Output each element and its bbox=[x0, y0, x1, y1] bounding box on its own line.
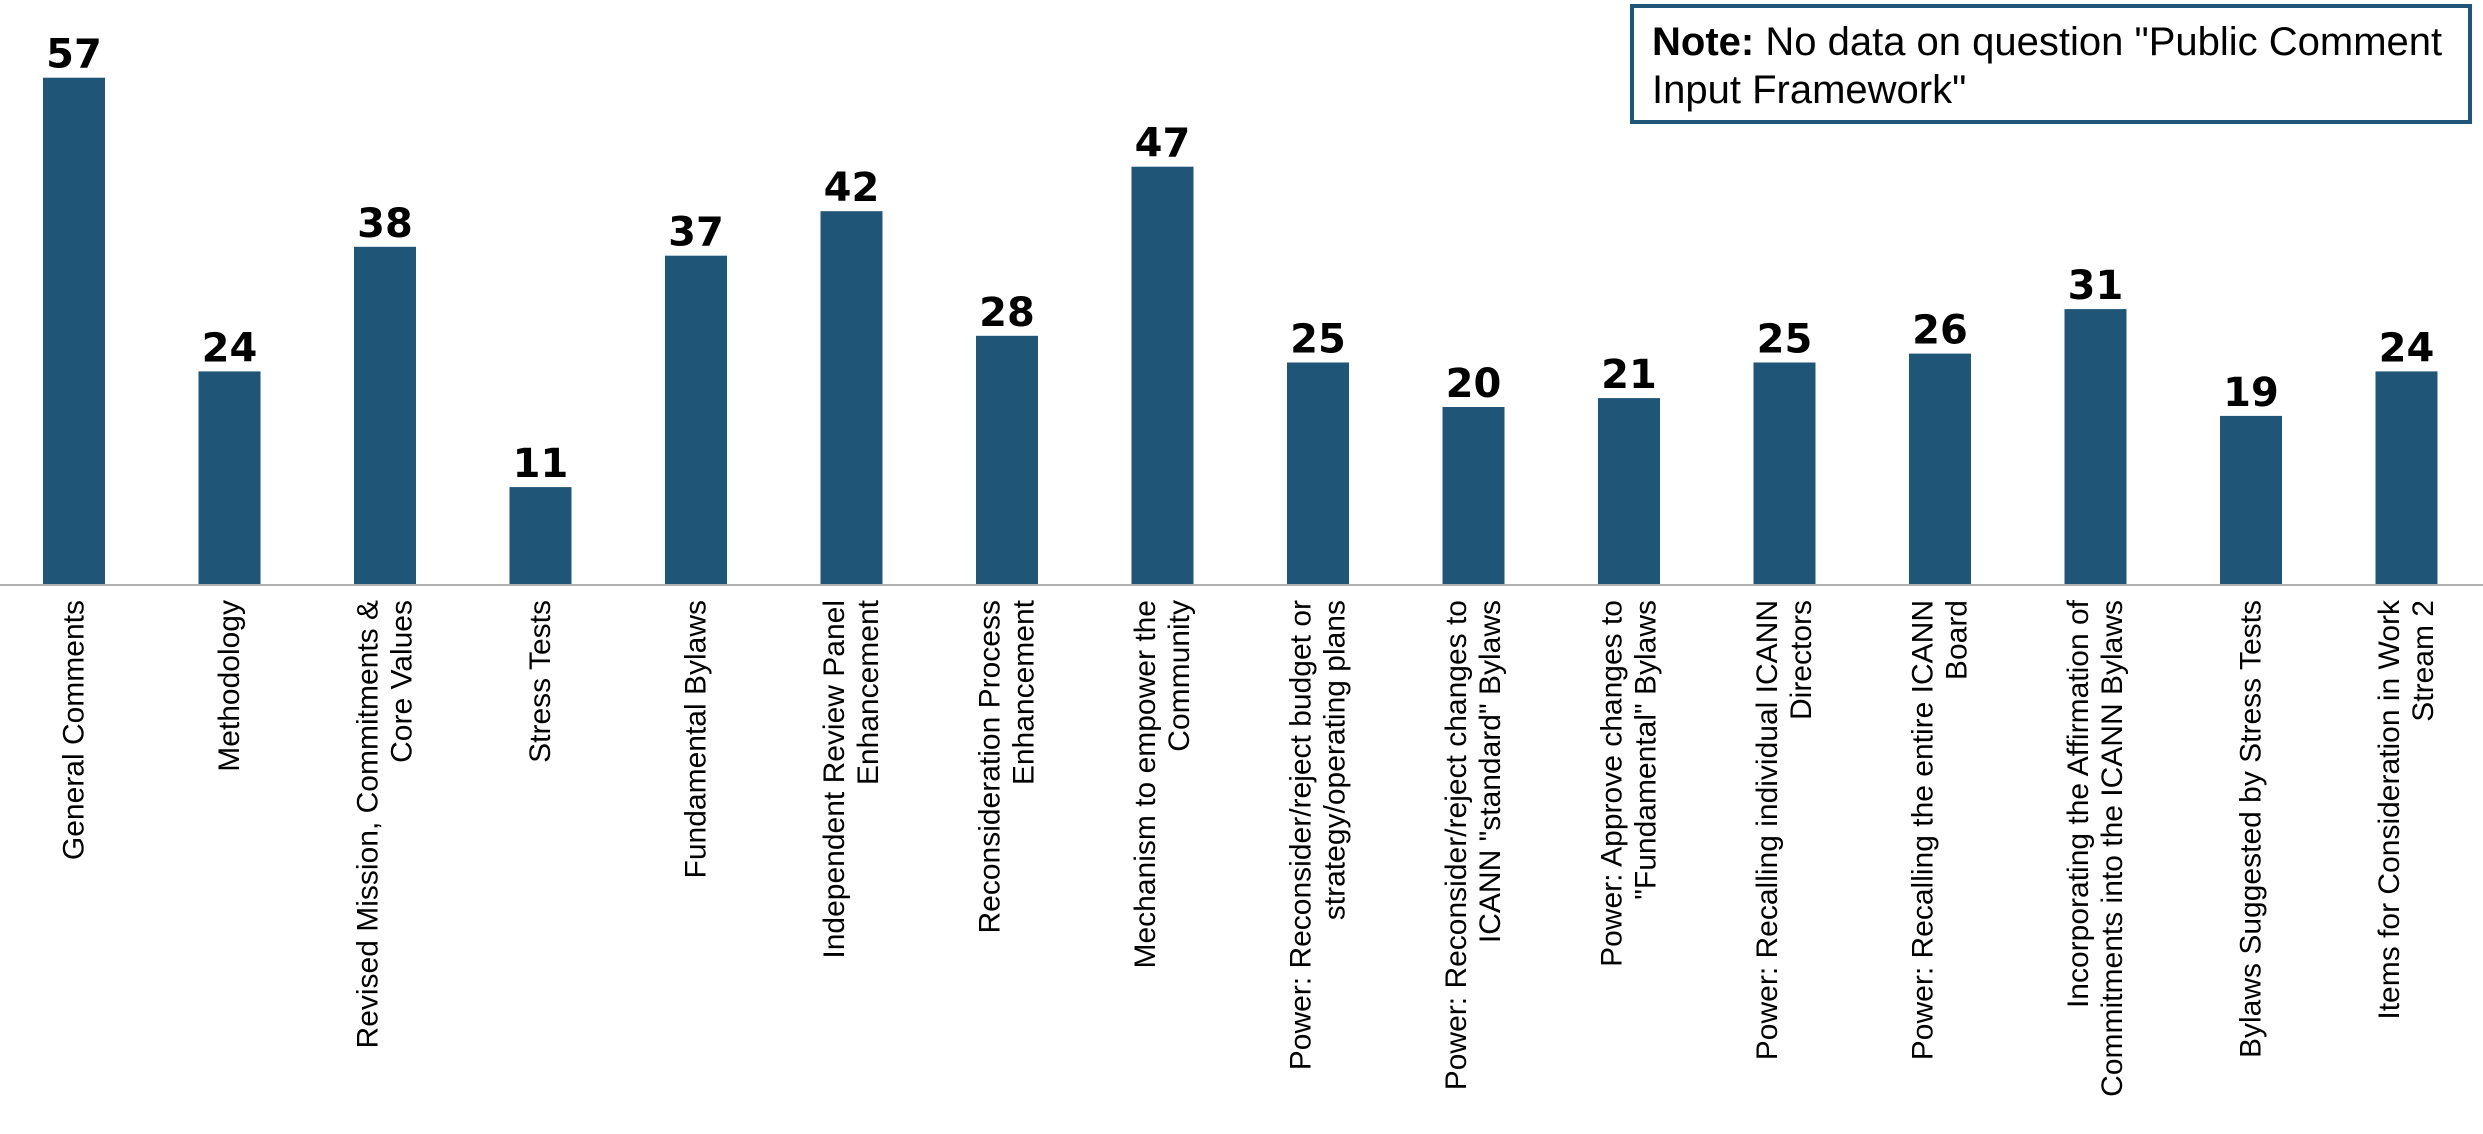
category-labels-group: General Comments Methodology Revised Missi… bbox=[58, 599, 2441, 1097]
category-label-13-line-2: Board bbox=[1941, 600, 1974, 680]
category-label-4: Stress Tests bbox=[524, 600, 557, 763]
value-label-13: 26 bbox=[1912, 308, 1968, 354]
category-label-7: Reconsideration Process Enhancement bbox=[974, 599, 1041, 933]
value-label-6: 42 bbox=[824, 165, 880, 211]
note-text: No data on question "Public Comment Inpu… bbox=[1652, 20, 2443, 112]
category-label-6-line-2: Enhancement bbox=[852, 599, 885, 785]
value-label-1: 57 bbox=[46, 32, 102, 78]
bar-9 bbox=[1287, 362, 1349, 585]
category-label-4-line-1: Stress Tests bbox=[524, 600, 557, 763]
category-label-3-line-2: Core Values bbox=[386, 600, 419, 763]
category-label-11-line-1: Power: Approve changes to bbox=[1596, 600, 1629, 967]
bars-group bbox=[43, 77, 2438, 586]
value-label-9: 25 bbox=[1290, 317, 1346, 363]
category-label-9-line-2: strategy/operating plans bbox=[1319, 600, 1352, 920]
category-label-11-line-2: "Fundamental" Bylaws bbox=[1630, 600, 1663, 900]
category-label-9-line-1: Power: Reconsider/reject budget or bbox=[1285, 600, 1318, 1070]
value-label-14: 31 bbox=[2068, 263, 2124, 309]
bar-7 bbox=[976, 335, 1038, 585]
category-label-13-line-1: Power: Recalling the entire ICANN bbox=[1907, 600, 1940, 1060]
category-label-1-line-1: General Comments bbox=[58, 600, 91, 860]
category-label-14: Incorporating the Affirmation of Commitme… bbox=[2062, 599, 2129, 1096]
category-label-3-line-1: Revised Mission, Commitments & bbox=[352, 600, 385, 1048]
category-label-8: Mechanism to empower the Community bbox=[1129, 600, 1196, 969]
category-label-16-line-2: Stream 2 bbox=[2407, 600, 2440, 722]
value-label-5: 37 bbox=[668, 210, 724, 256]
bar-3 bbox=[354, 246, 416, 586]
category-label-9: Power: Reconsider/reject budget or strate… bbox=[1285, 600, 1352, 1070]
category-label-12-line-1: Power: Recalling individual ICANN bbox=[1751, 600, 1784, 1060]
category-label-10-line-2: ICANN "standard" Bylaws bbox=[1474, 600, 1507, 943]
bar-15 bbox=[2220, 415, 2282, 585]
category-label-15: Bylaws Suggested by Stress Tests bbox=[2235, 600, 2268, 1058]
value-label-16: 24 bbox=[2379, 325, 2435, 371]
category-label-5-line-1: Fundamental Bylaws bbox=[680, 600, 713, 878]
value-label-4: 11 bbox=[513, 441, 569, 487]
bar-10 bbox=[1442, 407, 1505, 585]
category-label-12-line-2: Directors bbox=[1785, 600, 1818, 720]
value-label-12: 25 bbox=[1757, 317, 1813, 363]
note-box: Note: No data on question "Public Commen… bbox=[1630, 4, 2472, 124]
category-label-1: General Comments bbox=[58, 600, 91, 860]
category-label-2-line-1: Methodology bbox=[213, 600, 246, 772]
value-label-8: 47 bbox=[1135, 121, 1191, 167]
category-label-12: Power: Recalling individual ICANN Directo… bbox=[1751, 600, 1818, 1060]
bar-8 bbox=[1131, 166, 1194, 585]
bar-2 bbox=[198, 371, 261, 585]
value-label-15: 19 bbox=[2223, 370, 2279, 416]
category-label-10: Power: Reconsider/reject changes to ICANN… bbox=[1440, 600, 1507, 1090]
bar-5 bbox=[665, 255, 727, 585]
bar-16 bbox=[2375, 371, 2438, 585]
value-label-7: 28 bbox=[979, 290, 1035, 336]
category-label-2: Methodology bbox=[213, 600, 246, 772]
category-label-11: Power: Approve changes to "Fundamental" B… bbox=[1596, 600, 1663, 967]
value-label-3: 38 bbox=[357, 201, 413, 247]
bar-1 bbox=[43, 77, 105, 585]
category-label-14-line-1: Incorporating the Affirmation of bbox=[2062, 599, 2095, 1008]
category-label-6: Independent Review Panel Enhancement bbox=[818, 599, 885, 958]
bar-13 bbox=[1909, 353, 1971, 585]
category-label-8-line-1: Mechanism to empower the bbox=[1129, 600, 1162, 969]
category-label-8-line-2: Community bbox=[1163, 600, 1196, 752]
category-label-3: Revised Mission, Commitments & Core Value… bbox=[352, 600, 419, 1048]
category-label-14-line-2: Commitments into the ICANN Bylaws bbox=[2096, 600, 2129, 1097]
bar-12 bbox=[1753, 362, 1816, 585]
bar-11 bbox=[1598, 398, 1660, 585]
category-label-15-line-1: Bylaws Suggested by Stress Tests bbox=[2235, 600, 2268, 1058]
category-label-7-line-2: Enhancement bbox=[1008, 599, 1041, 785]
category-label-16: Items for Consideration in Work Stream 2 bbox=[2373, 599, 2440, 1020]
category-label-10-line-1: Power: Reconsider/reject changes to bbox=[1440, 600, 1473, 1090]
note-prefix: Note: bbox=[1652, 20, 1755, 64]
category-label-7-line-1: Reconsideration Process bbox=[974, 600, 1007, 934]
value-label-11: 21 bbox=[1601, 352, 1657, 398]
value-label-10: 20 bbox=[1446, 361, 1502, 407]
bar-4 bbox=[509, 487, 572, 585]
category-label-13: Power: Recalling the entire ICANN Board bbox=[1907, 600, 1974, 1060]
bar-6 bbox=[820, 211, 883, 585]
category-label-6-line-1: Independent Review Panel bbox=[818, 600, 851, 959]
value-label-2: 24 bbox=[202, 325, 258, 371]
bar-14 bbox=[2064, 309, 2127, 585]
category-label-16-line-1: Items for Consideration in Work bbox=[2373, 599, 2406, 1020]
category-label-5: Fundamental Bylaws bbox=[680, 600, 713, 878]
value-labels-group: 57 24 38 11 37 42 28 47 25 20 21 25 26 31 19 24 bbox=[46, 32, 2434, 487]
